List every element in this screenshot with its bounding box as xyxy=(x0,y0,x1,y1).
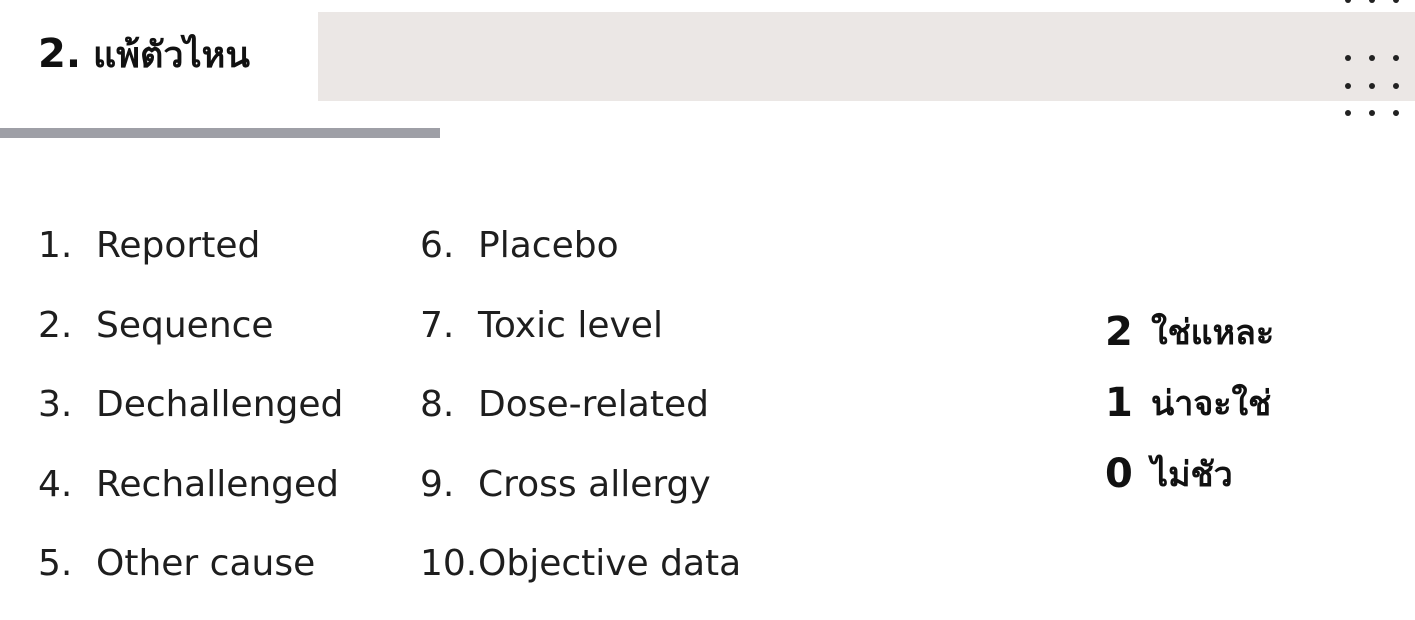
item-label: Rechallenged xyxy=(96,463,340,505)
score-value: 1 xyxy=(1105,379,1133,426)
list-item: 2. Sequence xyxy=(38,286,343,366)
list-item: 5. Other cause xyxy=(38,524,343,604)
item-label: Dose-related xyxy=(478,384,709,426)
score-value: 0 xyxy=(1105,450,1133,497)
list-item: 3. Dechallenged xyxy=(38,365,343,445)
item-number: 3. xyxy=(38,384,73,426)
list-item: 7. Toxic level xyxy=(420,286,741,366)
title-band xyxy=(318,12,1415,101)
item-number: 9. xyxy=(420,463,455,505)
item-label: Reported xyxy=(96,225,261,267)
title-underline xyxy=(0,128,440,138)
title-number: 2. xyxy=(38,31,82,77)
score-row: 0 ไม่ชัว xyxy=(1105,438,1274,509)
list-item: 1. Reported xyxy=(38,206,343,286)
item-number: 10. xyxy=(420,543,478,585)
criteria-list-right: 6. Placebo 7. Toxic level 8. Dose-relate… xyxy=(420,206,741,604)
item-number: 4. xyxy=(38,463,73,505)
item-label: Toxic level xyxy=(478,304,663,346)
list-item: 6. Placebo xyxy=(420,206,741,286)
item-number: 1. xyxy=(38,225,73,267)
list-item: 9. Cross allergy xyxy=(420,445,741,525)
score-legend: 2 ใช่แหละ 1 น่าจะใช่ 0 ไม่ชัว xyxy=(1105,296,1274,509)
item-label: Dechallenged xyxy=(96,384,344,426)
score-label: น่าจะใช่ xyxy=(1151,383,1272,424)
list-item: 8. Dose-related xyxy=(420,365,741,445)
score-value: 2 xyxy=(1105,308,1133,355)
dot-grid-decoration xyxy=(1345,0,1399,116)
item-number: 7. xyxy=(420,304,455,346)
item-number: 6. xyxy=(420,225,455,267)
item-label: Objective data xyxy=(478,543,742,585)
item-label: Cross allergy xyxy=(478,463,711,505)
score-label: ใช่แหละ xyxy=(1151,312,1275,353)
page-title: 2. แพ้ตัวไหน xyxy=(38,26,250,78)
score-row: 1 น่าจะใช่ xyxy=(1105,367,1274,438)
list-item: 4. Rechallenged xyxy=(38,445,343,525)
score-label: ไม่ชัว xyxy=(1151,454,1233,495)
list-item: 10. Objective data xyxy=(420,524,741,604)
item-number: 2. xyxy=(38,304,73,346)
item-number: 8. xyxy=(420,384,455,426)
criteria-list-left: 1. Reported 2. Sequence 3. Dechallenged … xyxy=(38,206,343,604)
item-label: Sequence xyxy=(96,304,274,346)
title-text: แพ้ตัวไหน xyxy=(93,34,251,76)
item-number: 5. xyxy=(38,543,73,585)
item-label: Placebo xyxy=(478,225,619,267)
score-row: 2 ใช่แหละ xyxy=(1105,296,1274,367)
item-label: Other cause xyxy=(96,543,316,585)
